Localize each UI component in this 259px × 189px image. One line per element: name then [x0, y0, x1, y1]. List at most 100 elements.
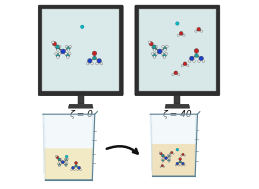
Circle shape [66, 53, 70, 57]
Polygon shape [150, 114, 198, 176]
Circle shape [64, 158, 66, 160]
Circle shape [56, 53, 60, 57]
Circle shape [69, 45, 71, 48]
Circle shape [153, 46, 156, 50]
Circle shape [160, 166, 161, 167]
Circle shape [61, 49, 66, 54]
Circle shape [65, 165, 67, 167]
Circle shape [172, 74, 174, 76]
Circle shape [57, 158, 59, 160]
Polygon shape [151, 144, 196, 176]
Circle shape [60, 163, 62, 165]
Circle shape [182, 162, 184, 165]
Circle shape [148, 41, 151, 44]
Text: ζ = 0: ζ = 0 [69, 110, 93, 119]
Circle shape [178, 164, 179, 166]
Circle shape [160, 152, 162, 155]
Circle shape [59, 52, 61, 55]
Circle shape [56, 45, 59, 49]
Circle shape [163, 53, 166, 57]
Circle shape [174, 71, 178, 75]
Circle shape [165, 52, 168, 55]
Circle shape [64, 163, 66, 165]
Circle shape [169, 159, 171, 160]
Circle shape [65, 163, 67, 166]
Circle shape [187, 64, 189, 67]
Polygon shape [42, 114, 46, 180]
Circle shape [57, 163, 59, 165]
Circle shape [168, 159, 170, 162]
Circle shape [179, 158, 182, 160]
Circle shape [167, 154, 169, 156]
Circle shape [194, 49, 199, 53]
Polygon shape [44, 148, 93, 180]
Circle shape [162, 155, 164, 157]
Circle shape [183, 62, 187, 66]
Circle shape [100, 62, 103, 65]
Circle shape [56, 49, 59, 51]
Circle shape [195, 54, 198, 57]
Circle shape [86, 62, 89, 65]
Circle shape [151, 52, 154, 55]
Circle shape [149, 42, 153, 46]
Circle shape [67, 49, 70, 51]
Circle shape [163, 159, 165, 160]
Circle shape [188, 60, 191, 63]
Circle shape [200, 30, 203, 32]
Circle shape [171, 151, 173, 154]
Circle shape [60, 158, 62, 160]
Circle shape [52, 42, 56, 46]
Polygon shape [91, 114, 95, 180]
Circle shape [68, 52, 71, 55]
Circle shape [159, 152, 161, 153]
FancyBboxPatch shape [38, 5, 123, 96]
Circle shape [181, 155, 182, 156]
Circle shape [91, 62, 93, 65]
Circle shape [74, 169, 75, 170]
Circle shape [195, 30, 197, 32]
Circle shape [190, 56, 194, 61]
Circle shape [75, 165, 77, 167]
Circle shape [56, 46, 60, 50]
Circle shape [181, 164, 182, 166]
Circle shape [155, 45, 158, 48]
Circle shape [81, 25, 84, 29]
Circle shape [168, 155, 170, 157]
Polygon shape [42, 114, 95, 180]
Circle shape [181, 64, 183, 67]
Circle shape [161, 154, 163, 156]
Circle shape [96, 62, 98, 65]
Circle shape [170, 154, 171, 156]
Circle shape [71, 166, 74, 169]
Circle shape [164, 49, 166, 51]
Circle shape [75, 161, 77, 164]
Circle shape [169, 153, 171, 154]
Circle shape [92, 51, 97, 56]
Polygon shape [150, 114, 153, 176]
Circle shape [177, 74, 180, 76]
Circle shape [163, 166, 165, 167]
Circle shape [161, 52, 164, 55]
Circle shape [55, 52, 57, 55]
Circle shape [65, 155, 68, 158]
Circle shape [173, 153, 174, 154]
Circle shape [202, 60, 205, 63]
FancyBboxPatch shape [135, 5, 220, 96]
Circle shape [58, 159, 61, 161]
Circle shape [183, 34, 185, 36]
Circle shape [193, 60, 195, 63]
Circle shape [176, 22, 179, 25]
Circle shape [153, 56, 156, 58]
Circle shape [162, 159, 164, 162]
Circle shape [197, 27, 201, 31]
Circle shape [162, 45, 164, 48]
Circle shape [58, 163, 61, 166]
Circle shape [166, 45, 168, 48]
Circle shape [55, 155, 57, 157]
Circle shape [176, 162, 179, 165]
Circle shape [88, 59, 92, 63]
Circle shape [165, 157, 168, 160]
Circle shape [162, 156, 164, 158]
Circle shape [67, 158, 68, 160]
Circle shape [65, 45, 68, 48]
